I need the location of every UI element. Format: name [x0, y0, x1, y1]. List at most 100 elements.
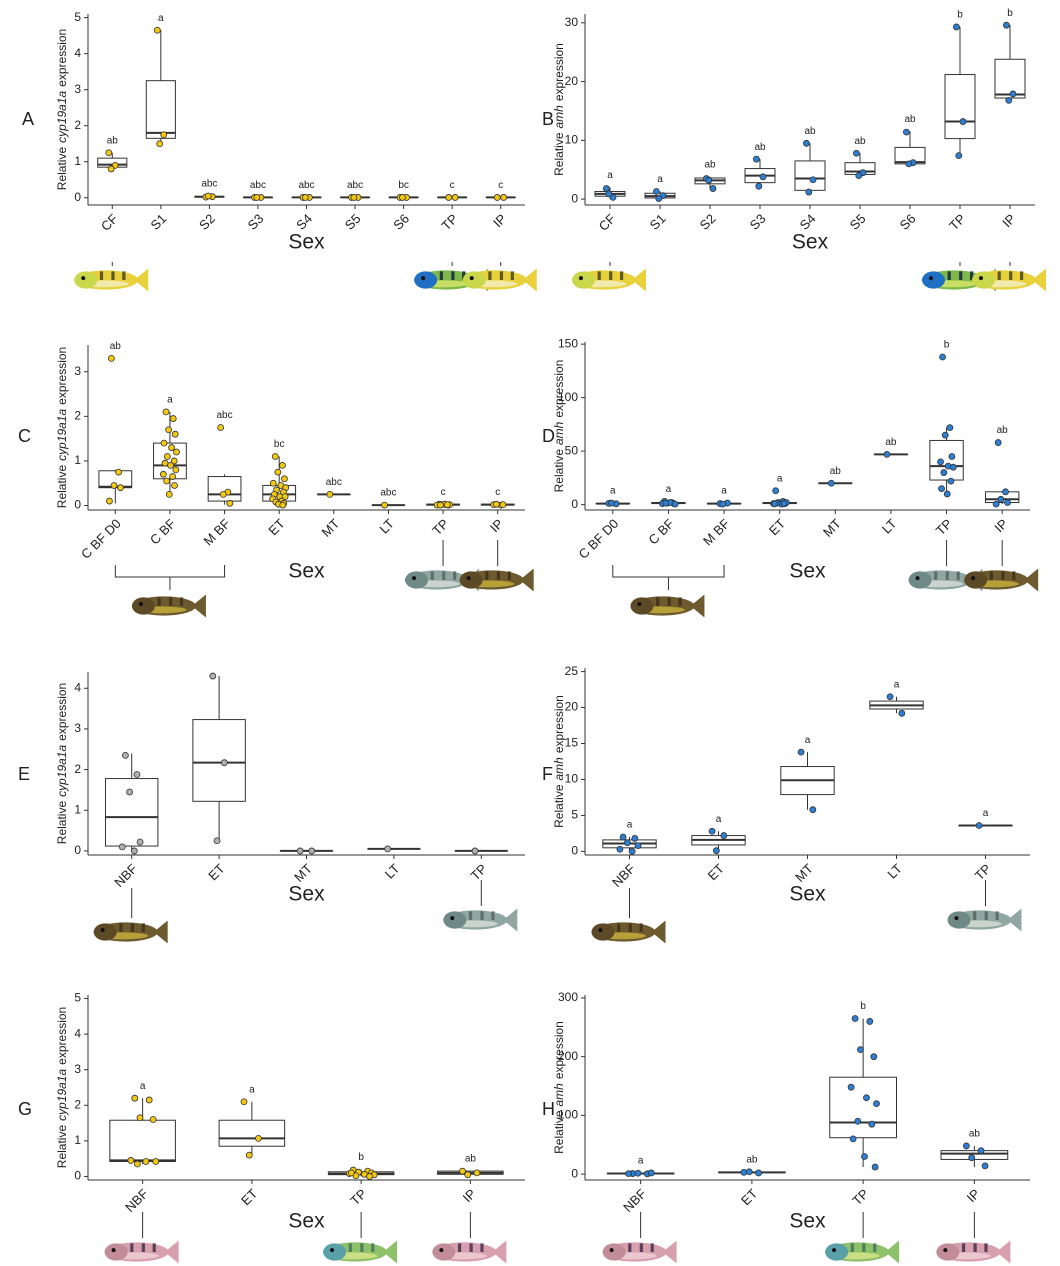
y-label-text: expression [55, 1007, 69, 1065]
y-tick-label: 5 [74, 991, 81, 1005]
y-label-text: expression [552, 360, 566, 418]
data-point [451, 194, 459, 201]
fish-stripe [510, 271, 514, 280]
data-point [213, 837, 221, 845]
data-point [994, 439, 1002, 446]
fish-stripe [451, 271, 455, 280]
data-point [870, 1053, 878, 1061]
fish-stripe [360, 1243, 364, 1252]
fish-tail [191, 594, 206, 618]
y-label-gene: cyp19a1a [55, 744, 69, 796]
y-label-text: expression [552, 43, 566, 101]
panel-letter: E [18, 764, 30, 784]
y-tick-label: 0 [74, 843, 81, 857]
x-tick-label: MT [291, 861, 315, 885]
y-tick-label: 2 [74, 1097, 81, 1111]
fish-head [947, 911, 971, 929]
data-point [279, 501, 287, 509]
fish-eye [832, 1248, 837, 1253]
y-tick-label: 150 [558, 336, 578, 350]
data-point [499, 501, 507, 509]
significance-letter: ab [107, 135, 119, 146]
x-axis-label: Sex [288, 231, 325, 254]
y-axis-label: Relative amh expression [552, 43, 566, 176]
y-label-text: expression [552, 695, 566, 753]
fish-tail [1007, 908, 1022, 932]
fish-illustration [572, 268, 646, 292]
data-point [165, 490, 173, 498]
data-point [955, 152, 963, 160]
fish-eye [469, 276, 474, 281]
fish-stripe [678, 597, 682, 606]
y-tick-label: 30 [565, 15, 579, 29]
data-point [173, 448, 180, 456]
data-point [170, 457, 178, 465]
fish-eye [609, 1248, 614, 1253]
data-point [204, 192, 212, 200]
fish-stripe [639, 1243, 643, 1252]
data-point [631, 835, 639, 842]
data-point [797, 748, 805, 756]
x-tick-label: CF [98, 211, 121, 234]
x-tick-label: ET [766, 516, 788, 538]
y-tick-label: 300 [558, 990, 578, 1004]
data-point [384, 845, 392, 853]
data-point [131, 1094, 139, 1102]
box [109, 1119, 176, 1162]
fish-stripe [650, 1243, 654, 1252]
x-tick-label: NBF [122, 1186, 151, 1215]
fish-stripe [973, 1243, 977, 1252]
significance-letter: a [983, 808, 989, 819]
data-point [847, 1083, 855, 1091]
data-point [616, 845, 624, 853]
panel-letter: H [542, 1099, 555, 1119]
fish-tail [885, 1240, 900, 1264]
x-tick-label: TP [438, 211, 460, 233]
significance-letter: ab [854, 136, 866, 147]
fish-tail [503, 908, 518, 932]
fish-head [131, 597, 155, 615]
fish-eye [138, 602, 143, 607]
significance-letter: b [860, 1001, 866, 1012]
significance-letter: abc [347, 180, 363, 191]
fish-head [591, 923, 615, 941]
fish-stripe [169, 597, 173, 606]
significance-letter: a [607, 170, 613, 181]
y-tick-label: 20 [565, 74, 579, 88]
y-tick-label: 2 [74, 409, 81, 423]
data-point [443, 501, 451, 509]
data-point [296, 847, 304, 855]
data-point [118, 843, 126, 851]
fish-stripe [348, 1243, 352, 1252]
data-point [115, 468, 122, 476]
x-tick-label: C BF D0 [78, 516, 124, 562]
fish-eye [915, 576, 920, 581]
significance-letter: a [638, 1156, 644, 1167]
x-axis-label: Sex [288, 560, 325, 583]
data-point [301, 194, 309, 201]
y-label-text: expression [55, 347, 69, 405]
y-tick-label: 3 [74, 364, 81, 378]
data-point [308, 847, 316, 855]
data-point [464, 1171, 472, 1179]
data-point [326, 490, 334, 498]
x-tick-label: MT [792, 861, 816, 885]
fish-eye [111, 1248, 116, 1253]
significance-letter: ab [885, 437, 897, 448]
data-point [226, 499, 234, 507]
fish-stripe [439, 271, 443, 280]
data-point [492, 500, 500, 508]
data-point [219, 490, 227, 498]
fish-tail [1032, 268, 1046, 292]
fish-stripe [620, 271, 624, 280]
significance-letter: ab [804, 126, 816, 137]
fish-stripe [122, 271, 126, 280]
fish-stripe [989, 571, 993, 580]
fish-tail [383, 1240, 398, 1264]
fish-eye [81, 276, 86, 281]
data-point [771, 500, 779, 508]
fish-tail [153, 920, 168, 944]
fish-head [459, 571, 483, 589]
x-axis-label: Sex [789, 883, 826, 906]
